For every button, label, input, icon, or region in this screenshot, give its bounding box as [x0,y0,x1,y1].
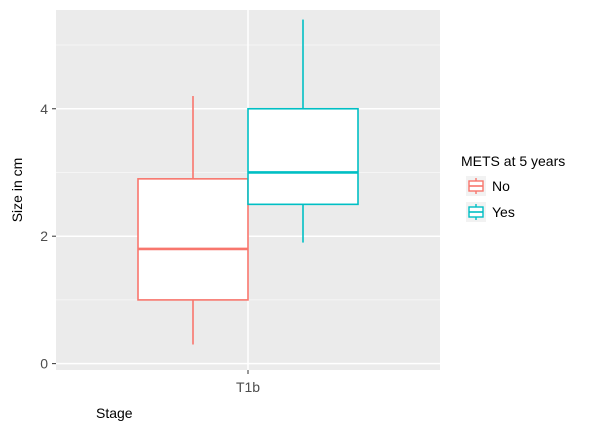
y-axis-label: Size in cm [9,158,25,223]
legend-entry-label: Yes [492,204,515,220]
y-tick-label: 2 [40,228,48,244]
legend-title: METS at 5 years [461,153,565,169]
box-no [137,96,249,345]
legend-key-no: No [466,176,510,196]
box-yes [247,19,359,243]
legend-key-yes: Yes [466,202,515,222]
legend-entry-label: No [492,178,510,194]
x-tick-label: T1b [236,379,260,395]
legend: METS at 5 years No Yes [461,153,565,222]
y-tick-label: 4 [40,101,48,117]
axes: 0 2 4 T1b [40,101,260,395]
box-body [137,178,249,301]
y-tick-label: 0 [40,356,48,372]
x-axis-label: Stage [96,405,133,421]
box-layer [137,19,359,345]
box-body [247,107,359,206]
